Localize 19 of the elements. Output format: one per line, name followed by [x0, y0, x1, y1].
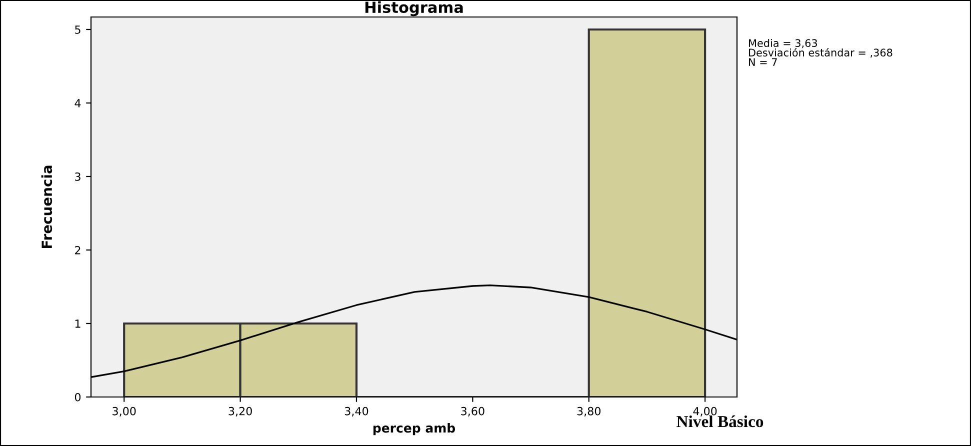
text: Nivel Básico [676, 415, 764, 428]
y-axis-title: Frecuencia [41, 166, 52, 248]
x-tick-label: 4,00 [693, 406, 717, 416]
x-axis-title: percep amb [373, 423, 456, 436]
text: N = 7 [749, 58, 777, 66]
y-tick-label: 3 [75, 172, 80, 181]
x-tick-label: 3,00 [112, 406, 136, 416]
y-tick-label: 1 [75, 320, 80, 328]
x-tick-label: 3,80 [577, 406, 600, 416]
y-tick-label: 2 [75, 246, 80, 254]
x-tick-label: 3,40 [344, 406, 368, 416]
text: Desviación estándar = ,368 [749, 48, 892, 58]
text: Media = 3,63 [749, 38, 817, 48]
y-tick-label: 5 [75, 26, 80, 34]
x-tick-label: 3,60 [461, 406, 484, 416]
chart-title: Histograma [365, 1, 463, 16]
y-tick-label: 4 [74, 99, 81, 108]
x-tick-label: 3,20 [228, 406, 252, 416]
y-tick-label: 0 [74, 392, 81, 402]
